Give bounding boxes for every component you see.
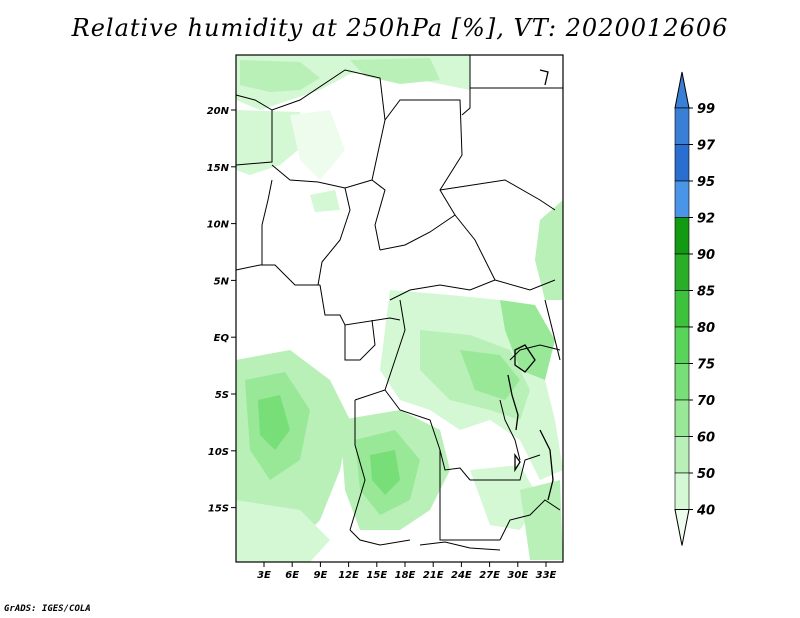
colorbar-label: 70 bbox=[697, 394, 715, 409]
colorbar-segment bbox=[674, 217, 690, 255]
longitude-axis: 3E 6E 9E 12E 15E 18E 21E 24E 27E 30E 33E bbox=[257, 562, 557, 581]
colorbar-label: 40 bbox=[696, 504, 715, 519]
colorbar-label: 97 bbox=[697, 139, 716, 154]
lon-tick-label: 12E bbox=[338, 570, 359, 581]
colorbar-segment bbox=[674, 290, 690, 328]
lat-tick-label: 5N bbox=[214, 276, 230, 287]
colorbar-label: 85 bbox=[697, 285, 715, 300]
colorbar-segment bbox=[674, 399, 690, 437]
colorbar-label: 80 bbox=[697, 321, 715, 336]
colorbar-segment bbox=[674, 144, 690, 182]
colorbar-label: 90 bbox=[697, 248, 715, 263]
lon-tick-label: 15E bbox=[366, 570, 387, 581]
colorbar-label: 75 bbox=[697, 358, 715, 373]
lakes bbox=[507, 69, 554, 501]
colorbar-segment bbox=[674, 253, 690, 291]
lon-tick-label: 6E bbox=[285, 570, 299, 581]
colorbar-segment bbox=[674, 363, 690, 401]
country-borders bbox=[235, 55, 563, 551]
lon-tick-label: 33E bbox=[536, 570, 557, 581]
map-frame bbox=[235, 54, 564, 563]
lat-tick-label: EQ bbox=[214, 333, 230, 344]
lon-tick-label: 24E bbox=[451, 570, 472, 581]
colorbar-label: 60 bbox=[697, 431, 715, 446]
colorbar-label: 95 bbox=[697, 175, 715, 190]
chart-title: Relative humidity at 250hPa [%], VT: 202… bbox=[71, 14, 729, 42]
lat-tick-label: 15S bbox=[208, 504, 229, 515]
latitude-axis: 20N 15N 10N 5N EQ 5S 10S 15S bbox=[207, 106, 236, 515]
colorbar: 99 97 95 92 90 85 80 75 70 60 50 40 bbox=[674, 71, 716, 546]
lon-tick-label: 21E bbox=[423, 570, 444, 581]
credit-text: GrADS: IGES/COLA bbox=[4, 604, 91, 614]
lat-tick-label: 20N bbox=[207, 106, 230, 117]
colorbar-label: 92 bbox=[697, 212, 715, 227]
lon-tick-label: 30E bbox=[507, 570, 528, 581]
lat-tick-label: 10N bbox=[207, 220, 230, 231]
lon-tick-label: 18E bbox=[395, 570, 416, 581]
humidity-shading bbox=[236, 55, 563, 562]
lon-tick-label: 3E bbox=[257, 570, 271, 581]
colorbar-segment bbox=[674, 436, 690, 474]
lat-tick-label: 15N bbox=[207, 163, 230, 174]
lon-tick-label: 27E bbox=[479, 570, 500, 581]
lat-tick-label: 5S bbox=[215, 390, 229, 401]
colorbar-top-arrow bbox=[674, 71, 690, 109]
colorbar-label: 50 bbox=[697, 467, 715, 482]
colorbar-segment bbox=[674, 472, 690, 510]
colorbar-segment bbox=[674, 326, 690, 364]
colorbar-segment bbox=[674, 107, 690, 145]
lon-tick-label: 9E bbox=[314, 570, 328, 581]
colorbar-label: 99 bbox=[697, 102, 715, 117]
colorbar-bottom-arrow bbox=[674, 509, 690, 546]
lat-tick-label: 10S bbox=[208, 447, 229, 458]
colorbar-segment bbox=[674, 180, 690, 218]
